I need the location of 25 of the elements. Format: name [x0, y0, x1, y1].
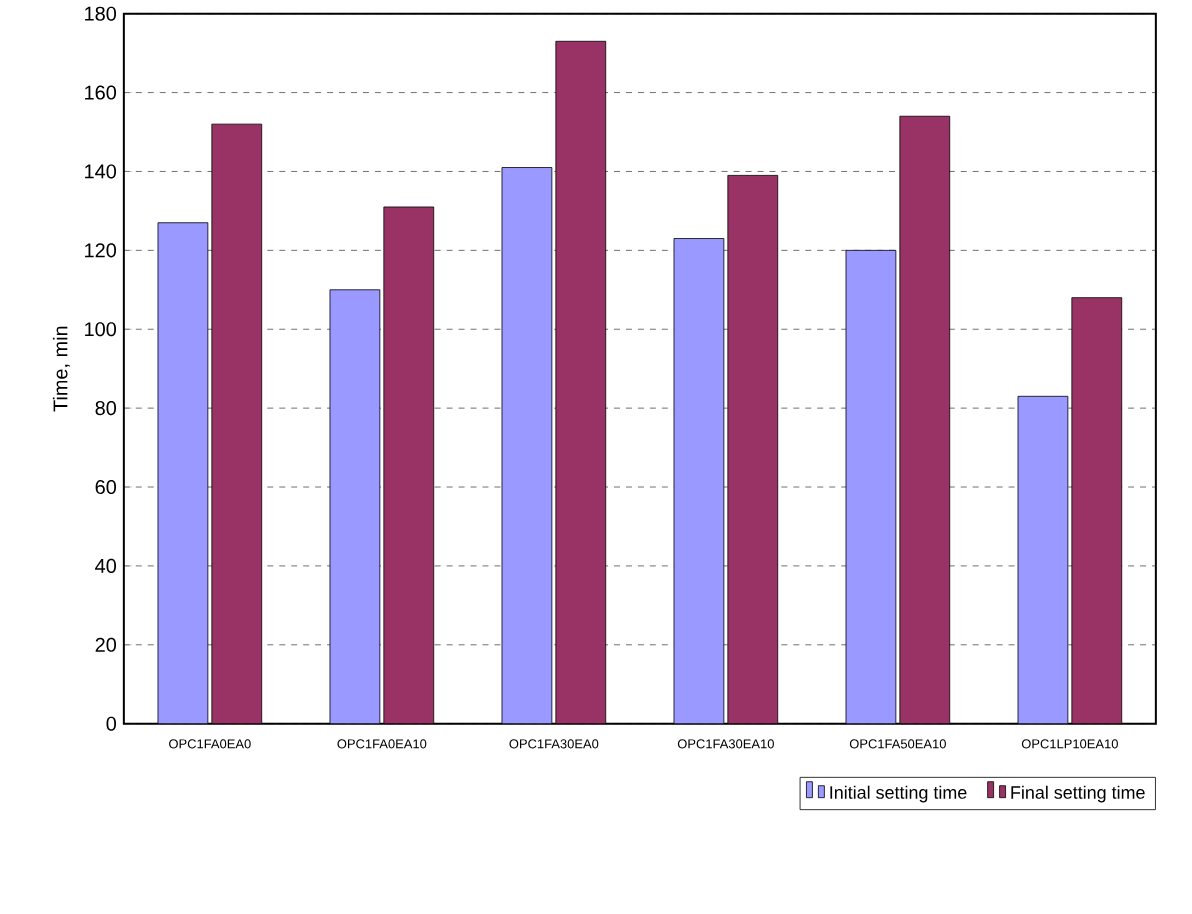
y-tick-label: 60 [95, 480, 117, 495]
bar [383, 207, 435, 725]
bar [673, 238, 725, 725]
bar [845, 250, 897, 725]
y-tick-label: 140 [85, 164, 117, 179]
y-axis-title: Time, min [52, 327, 70, 413]
y-tick-label: 40 [95, 559, 117, 574]
bar [211, 124, 263, 725]
legend-label: Final setting time [1011, 786, 1145, 803]
y-tick-label: 180 [85, 7, 117, 22]
y-tick-label: 0 [106, 717, 117, 732]
bar [1017, 396, 1069, 725]
bar [1071, 297, 1123, 725]
bar [329, 289, 381, 725]
bar [899, 116, 951, 725]
bar [555, 41, 607, 725]
bar [501, 167, 553, 725]
y-tick-label: 80 [95, 401, 117, 416]
y-tick-label: 20 [95, 638, 117, 653]
y-tick-label: 160 [85, 85, 117, 101]
legend-label: Initial setting time [830, 786, 967, 803]
y-tick-label: 120 [85, 243, 117, 258]
bar [727, 175, 779, 725]
bar [157, 222, 209, 725]
y-tick-label: 100 [85, 322, 117, 337]
